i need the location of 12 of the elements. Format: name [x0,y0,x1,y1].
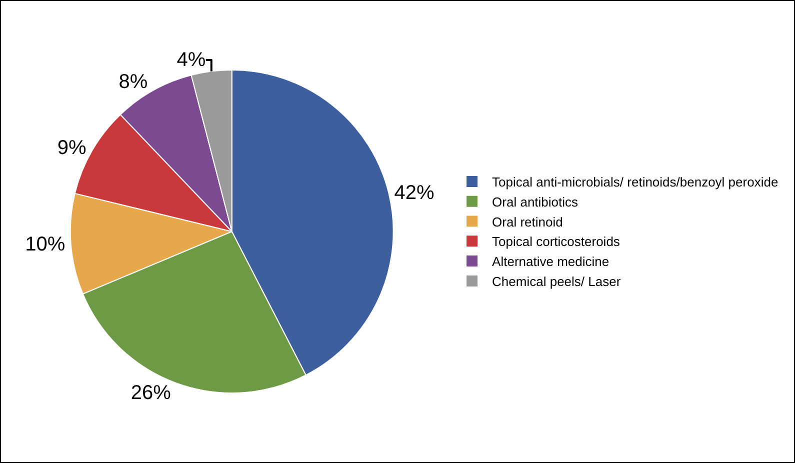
legend-label: Alternative medicine [492,254,610,270]
legend-label: Topical anti-microbials/ retinoids/benzoyl peroxide [492,174,778,190]
legend-label: Oral retinoid [492,214,563,230]
data-label: 8% [118,70,148,93]
data-label: 26% [130,382,172,404]
legend-label: Oral antibiotics [492,194,579,210]
data-label: 4% [176,48,206,71]
legend-label: Topical corticosteroids [492,234,620,250]
legend-label: Chemical peels/ Laser [492,274,622,290]
data-label: 9% [57,137,86,160]
data-label: 42% [394,182,435,204]
data-label: 10% [25,233,66,256]
